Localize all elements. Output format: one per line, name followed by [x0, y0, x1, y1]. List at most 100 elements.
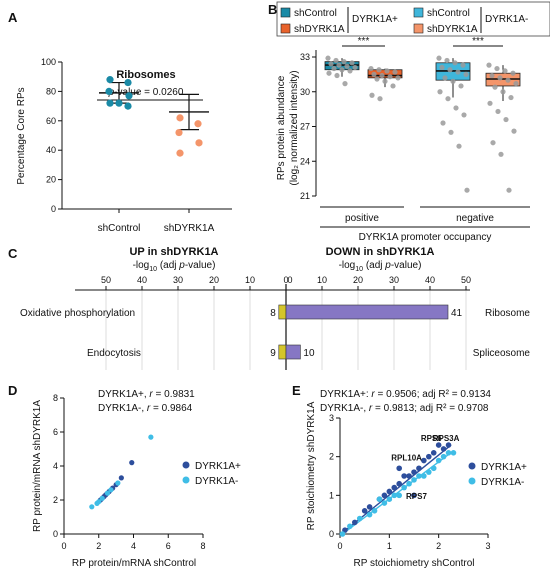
panel-e-point [450, 450, 457, 456]
panel-e-x-tick-label: 0 [337, 541, 342, 551]
panel-b-legend-label: shControl [294, 8, 337, 19]
panel-b-point [395, 75, 401, 81]
panel-c-up-bar [278, 344, 287, 360]
panel-b-legend-swatch [413, 7, 424, 18]
panel-letter-e: E [292, 383, 301, 398]
panel-c-left-tick-label: 50 [101, 275, 111, 285]
panel-a-point [194, 120, 202, 128]
panel-e-point [411, 469, 417, 475]
panel-e-legend: DYRK1A+ DYRK1A- [468, 462, 527, 488]
panel-a-marks [99, 76, 209, 157]
panel-b-point [440, 120, 446, 126]
panel-b-point [331, 65, 337, 72]
panel-e-point [361, 508, 368, 514]
panel-d-point [118, 475, 124, 481]
panel-b-legend-swatch [413, 23, 424, 34]
panel-a-point [175, 128, 183, 137]
panel-e-point [440, 446, 447, 452]
panel-c-right-category: Ribosome [485, 308, 530, 319]
panel-a-point [115, 99, 123, 107]
panel-e-fit-line [342, 450, 454, 535]
panel-e-legend-marker [468, 477, 476, 485]
panel-c-right-tick-label: 40 [425, 275, 435, 285]
panel-c-left-title: UP in shDYRK1A [129, 246, 218, 258]
panel-a-y-ticks: 0 20 40 60 80 100 [41, 57, 62, 214]
panel-d-marks [89, 434, 154, 510]
panel-b-y-tick-label: 24 [300, 156, 310, 166]
panel-e-point [416, 473, 422, 479]
panel-e-marks [339, 442, 457, 537]
panel-b-legend-swatch [280, 7, 291, 18]
panel-b-point [445, 96, 451, 102]
panel-b-point [347, 68, 353, 74]
panel-d-x-tick-label: 2 [96, 541, 101, 551]
panel-letter-a: A [8, 10, 18, 25]
panel-b-point [390, 83, 396, 89]
panel-e-legend-marker [468, 462, 476, 470]
panel-b-point [505, 77, 511, 83]
panel-b-point [456, 143, 462, 149]
panel-a-y-tick-label: 20 [46, 175, 56, 185]
panel-b-point [352, 64, 358, 71]
panel-b-point [436, 55, 442, 61]
panel-c-right-title: DOWN in shDYRK1A [326, 246, 435, 258]
panel-a-point [195, 139, 203, 147]
panel-e-point [366, 511, 373, 518]
panel-d-legend-marker [182, 476, 190, 484]
panel-b-legend-frame [276, 1, 550, 37]
panel-a-point [176, 114, 184, 122]
panel-b-point [371, 71, 377, 77]
panel-a-point [106, 76, 114, 84]
panel-a-point [105, 87, 113, 95]
panel-b-point [494, 65, 500, 72]
panel-b-point [368, 65, 374, 72]
panel-c-right-tick-label: 50 [461, 275, 471, 285]
panel-c-left-tick-label: 40 [137, 275, 147, 285]
panel-b-legend-label: shDYRK1A [427, 24, 478, 35]
panel-c-right-tick-label: 0 [287, 275, 292, 285]
panel-a-point [176, 149, 184, 157]
panel-c-up-count: 8 [270, 308, 276, 319]
panel-e-point [440, 453, 447, 460]
panel-e-point [401, 473, 407, 479]
panel-c-down-count: 10 [303, 348, 315, 359]
panel-d-x-label: RP protein/mRNA shControl [72, 558, 196, 569]
panel-e-point [435, 442, 442, 448]
panel-b-point [495, 108, 501, 115]
panel-b-point [379, 72, 385, 79]
panel-e-x-label: RP stoichiometry shControl [354, 558, 475, 569]
panel-e-ticks: 0 1 2 3 0 1 2 3 [329, 413, 491, 551]
panel-d-y-tick-label: 8 [53, 393, 58, 403]
panel-e-point [391, 492, 398, 499]
panel-e-point [411, 477, 417, 483]
panel-b-point [328, 61, 334, 67]
panel-c: C UP in shDYRK1A -log10 (adj p-value) DO… [8, 246, 530, 370]
panel-e-point [445, 442, 452, 448]
panel-b-point [448, 129, 454, 135]
panel-b-point [447, 67, 453, 73]
panel-e-point [406, 480, 412, 487]
panel-b-point [344, 63, 350, 69]
panel-b-point [463, 71, 469, 77]
panel-d-x-tick-label: 6 [166, 541, 171, 551]
panel-b-point [341, 59, 347, 65]
panel-e-point [356, 515, 363, 522]
panel-c-down-bar [285, 304, 449, 320]
panel-a-point [125, 92, 133, 100]
panel-a-y-tick-label: 100 [41, 57, 56, 67]
panel-d-legend-label: DYRK1A+ [195, 461, 241, 472]
panel-e-x-tick-label: 2 [436, 541, 441, 551]
panel-e-x-tick-label: 1 [387, 541, 392, 551]
panel-d-stat-2: DYRK1A-, r = 0.9864 [98, 403, 193, 414]
panel-e-point [430, 465, 437, 472]
panel-b-point [442, 75, 448, 81]
panel-d-point [148, 434, 154, 440]
panel-e-point-label: RPS7 [406, 492, 427, 501]
panel-b-point [506, 187, 512, 193]
panel-c-left-subtitle: -log10 (adj p-value) [133, 260, 216, 273]
panel-a-y-tick-label: 0 [51, 204, 56, 214]
panel-b-point [342, 81, 348, 87]
panel-e-point [396, 465, 403, 472]
panel-e-x-tick-label: 3 [485, 541, 490, 551]
